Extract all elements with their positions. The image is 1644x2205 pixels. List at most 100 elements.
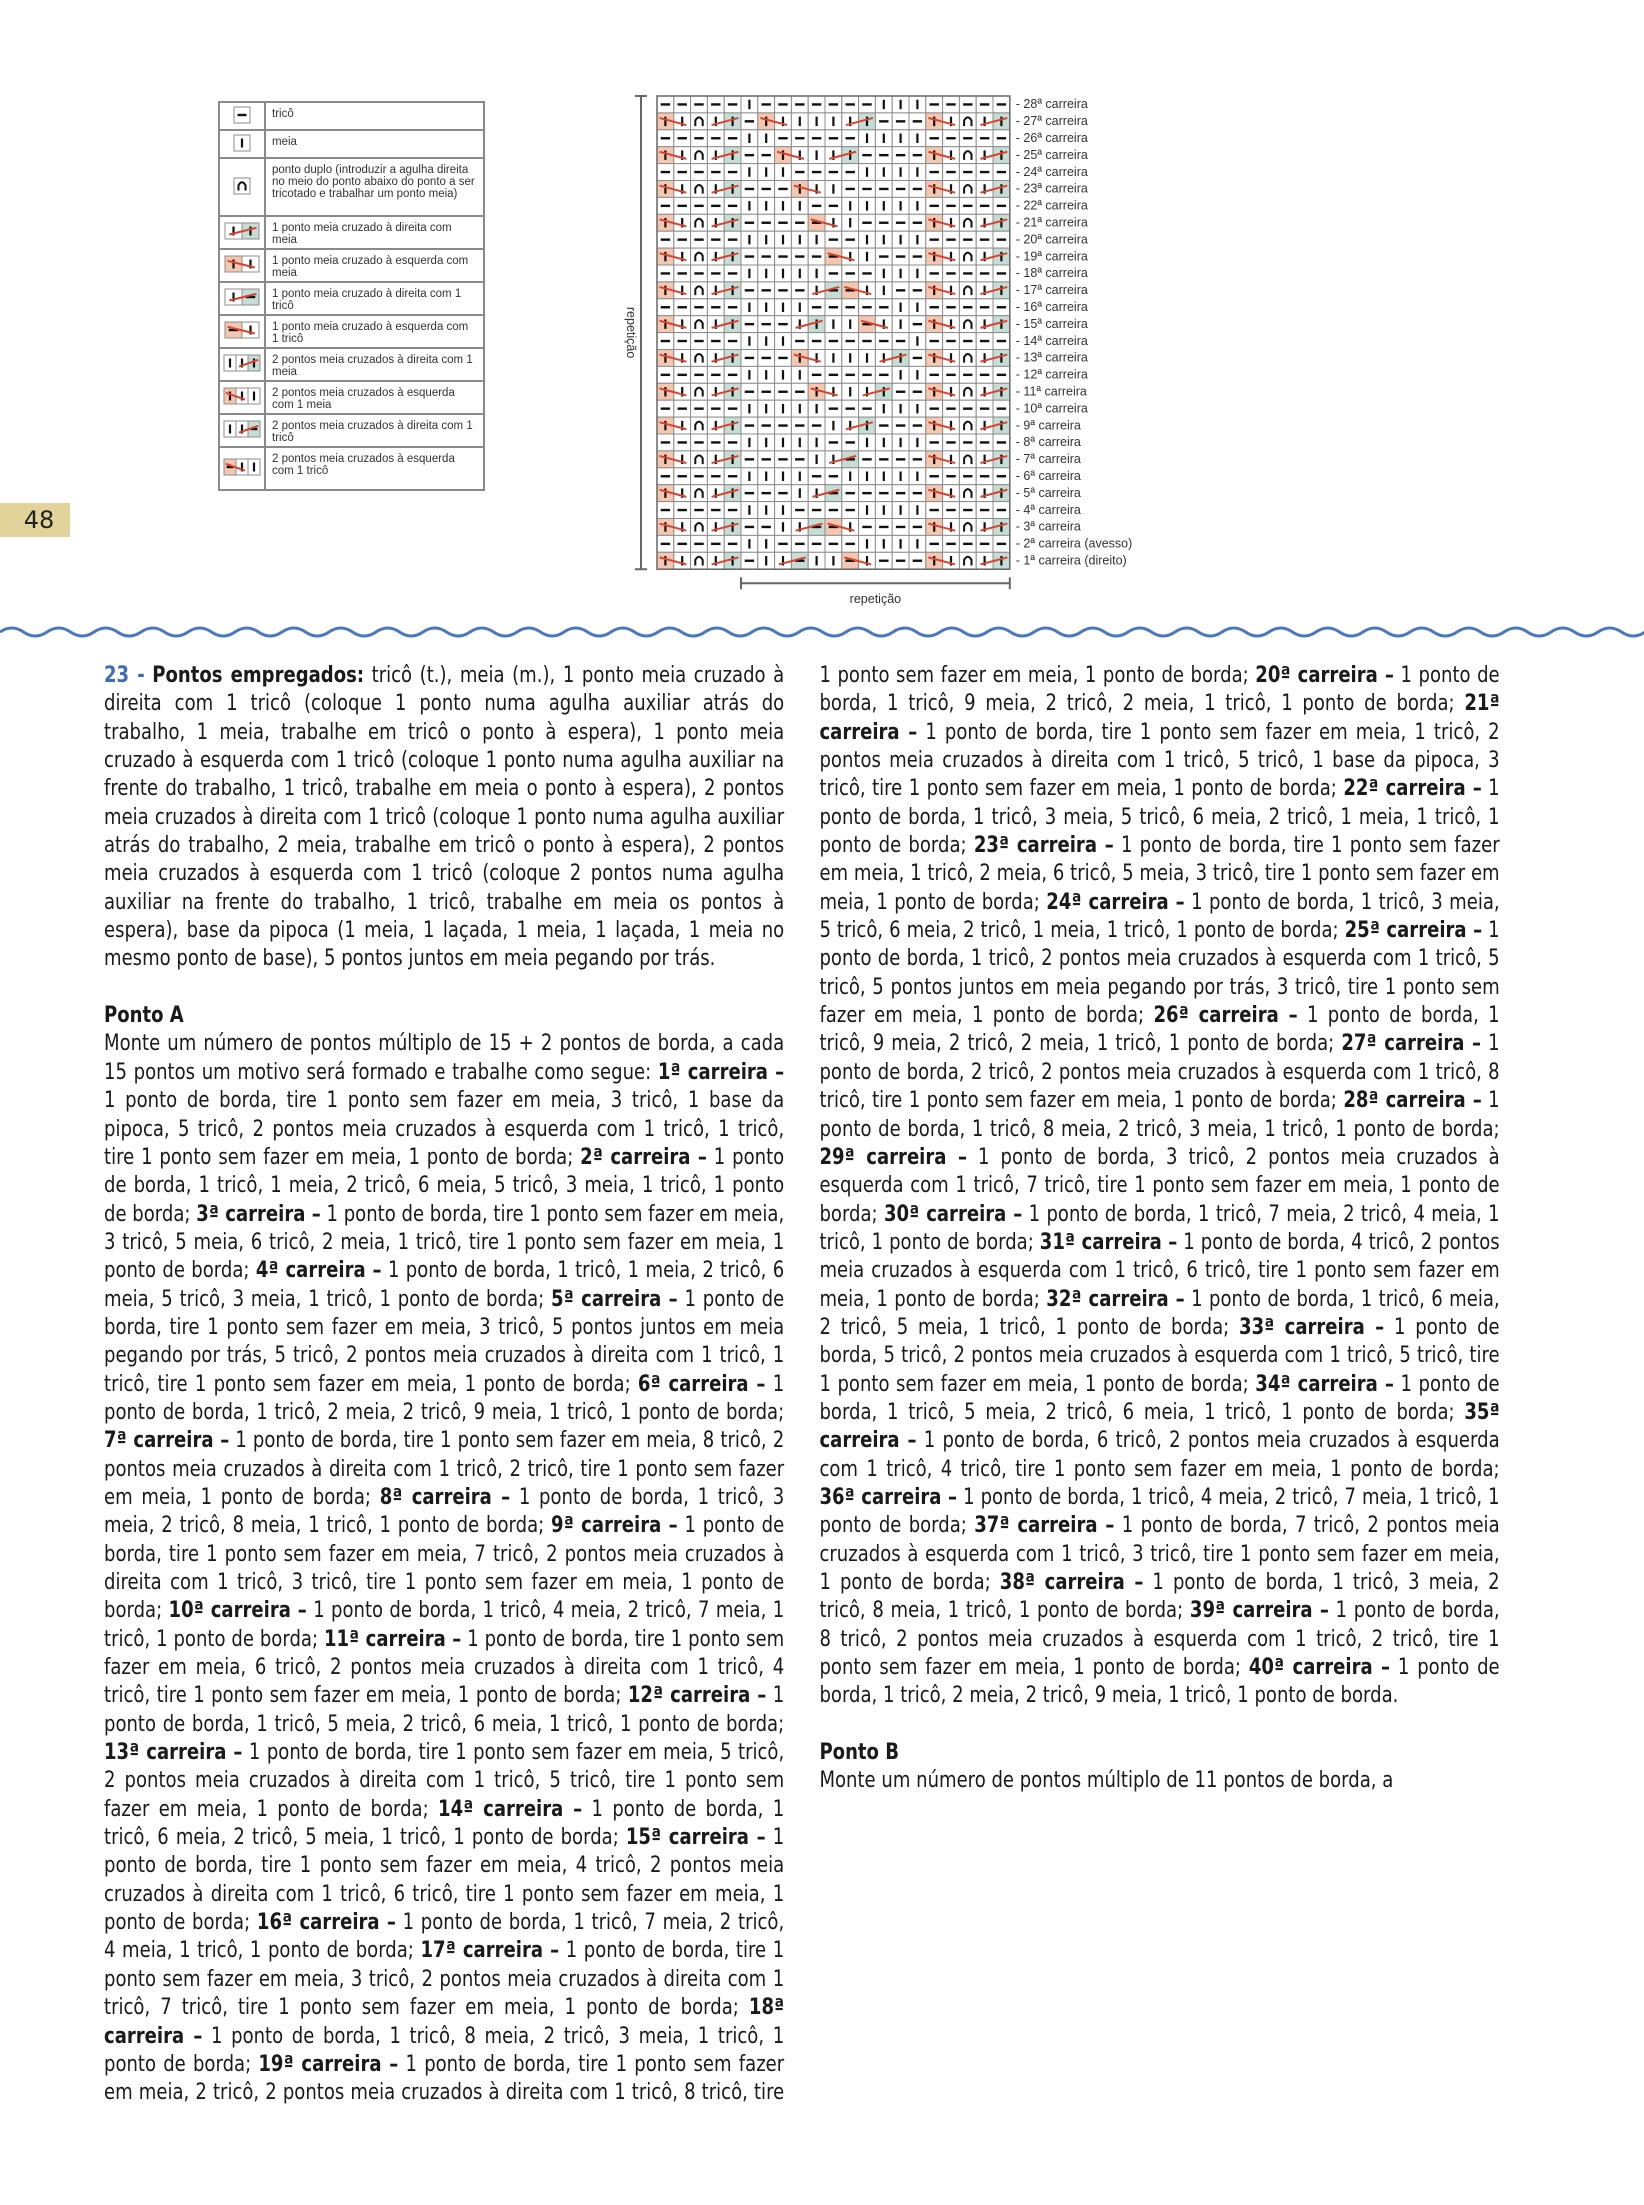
row-label: - 21ª carreira (1016, 215, 1088, 229)
knit-symbol (673, 450, 692, 469)
legend-label: 2 pontos meia cruzados à esquerda com 1 … (264, 446, 485, 491)
row-label: 40ª carreira – (1248, 1655, 1391, 1681)
wavy-divider (0, 626, 1644, 638)
purl-symbol (992, 129, 1011, 148)
purl-symbol (807, 196, 826, 215)
knit-symbol (975, 518, 994, 536)
purl-symbol (992, 332, 1011, 351)
purl-symbol (757, 416, 776, 435)
knit-symbol (908, 433, 927, 452)
purl-symbol (723, 501, 742, 520)
knit-symbol (841, 467, 860, 486)
legend-row: 1 ponto meia cruzado à esquerda com meia (218, 248, 485, 283)
knit-symbol (774, 518, 792, 536)
row-label: - 15ª carreira (1016, 317, 1088, 331)
purl-symbol (891, 551, 910, 570)
purl-symbol (874, 112, 893, 131)
knit-symbol (706, 551, 725, 570)
cross-left-cell (925, 484, 944, 503)
knit-symbol (824, 382, 843, 401)
ponto-a-heading: Ponto A (104, 1003, 184, 1029)
purl-symbol (824, 365, 843, 384)
purl-symbol (656, 467, 675, 486)
knit-symbol (673, 484, 692, 503)
cross-line (928, 421, 956, 431)
purl-symbol (874, 484, 893, 503)
knit-symbol (790, 264, 809, 283)
purl-symbol (774, 315, 792, 334)
purl-symbol (975, 95, 994, 114)
purl-symbol (841, 433, 860, 452)
cross-line (879, 353, 907, 363)
knit-symbol (740, 399, 759, 418)
purl-symbol (908, 213, 927, 232)
cross-line (980, 117, 1008, 127)
knit-symbol (942, 450, 960, 469)
purl-symbol (858, 518, 876, 536)
row-label: 23ª carreira – (973, 833, 1114, 859)
purl-symbol (774, 382, 792, 401)
double-stitch-symbol (958, 112, 977, 131)
double-stitch-symbol (690, 416, 708, 435)
row-instructions: 1 ponto de borda, tire 1 ponto sem fazer… (104, 1740, 785, 1822)
cross-line (711, 421, 739, 431)
purl-symbol (706, 332, 725, 351)
knit-symbol (858, 230, 876, 249)
row-label: - 20ª carreira (1016, 232, 1088, 246)
purl-symbol (858, 264, 876, 283)
knit-symbol (942, 416, 960, 435)
row-instructions: 1 ponto de borda, 1 tricô, 8 meia, 2 tri… (819, 1088, 1500, 1142)
row-label: 32ª carreira – (1046, 1286, 1185, 1312)
knit-symbol (858, 551, 876, 570)
purl-symbol (774, 95, 792, 114)
knit-symbol (673, 416, 692, 435)
legend-label: 1 ponto meia cruzado à direita com 1 tri… (264, 281, 485, 316)
row-label: 9ª carreira – (551, 1513, 678, 1539)
purl-symbol (874, 180, 893, 198)
double-stitch-symbol (690, 349, 708, 367)
purl-symbol (925, 365, 944, 384)
cross-line (711, 286, 739, 296)
cross-line (225, 391, 246, 401)
purl-symbol (706, 264, 725, 283)
purl-symbol (908, 518, 927, 536)
purl-symbol (975, 230, 994, 249)
cross-line (928, 150, 956, 160)
knit-symbol (824, 450, 843, 469)
purl-symbol (740, 416, 759, 435)
cross-left-cell (223, 387, 237, 405)
cross-line (828, 455, 857, 465)
purl-symbol (757, 518, 776, 536)
knit-symbol (891, 129, 910, 148)
purl-symbol (874, 298, 893, 317)
purl-symbol (673, 332, 692, 351)
purl-symbol (841, 365, 860, 384)
purl-symbol (774, 534, 792, 553)
intro-text: tricô (t.), meia (m.), 1 ponto meia cruz… (104, 663, 785, 972)
purl-symbol (774, 129, 792, 148)
knit-symbol (858, 467, 876, 486)
purl-symbol (706, 230, 725, 249)
row-instructions: 1 ponto de borda, tire 1 ponto sem fazer… (104, 1428, 785, 1510)
knit-symbol (942, 518, 960, 536)
purl-symbol (925, 129, 944, 148)
knit-symbol (891, 264, 910, 283)
double-stitch-symbol (958, 349, 977, 367)
row-label: 13ª carreira – (104, 1740, 243, 1766)
purl-symbol (757, 484, 776, 503)
purl-symbol (757, 213, 776, 232)
purl-symbol (908, 450, 927, 469)
cross-line (659, 184, 687, 194)
cross-line (980, 522, 1008, 532)
knit-symbol (757, 534, 776, 553)
legend-row: 1 ponto meia cruzado à direita com 1 tri… (218, 281, 485, 316)
knit-symbol (740, 230, 759, 249)
cross-line (659, 319, 687, 329)
purl-symbol (690, 501, 708, 520)
row-label: - 28ª carreira (1016, 97, 1088, 111)
purl-symbol (891, 484, 910, 503)
knit-symbol (975, 112, 994, 131)
purl-symbol (774, 213, 792, 232)
purl-symbol (908, 551, 927, 570)
knit-symbol (942, 315, 960, 334)
